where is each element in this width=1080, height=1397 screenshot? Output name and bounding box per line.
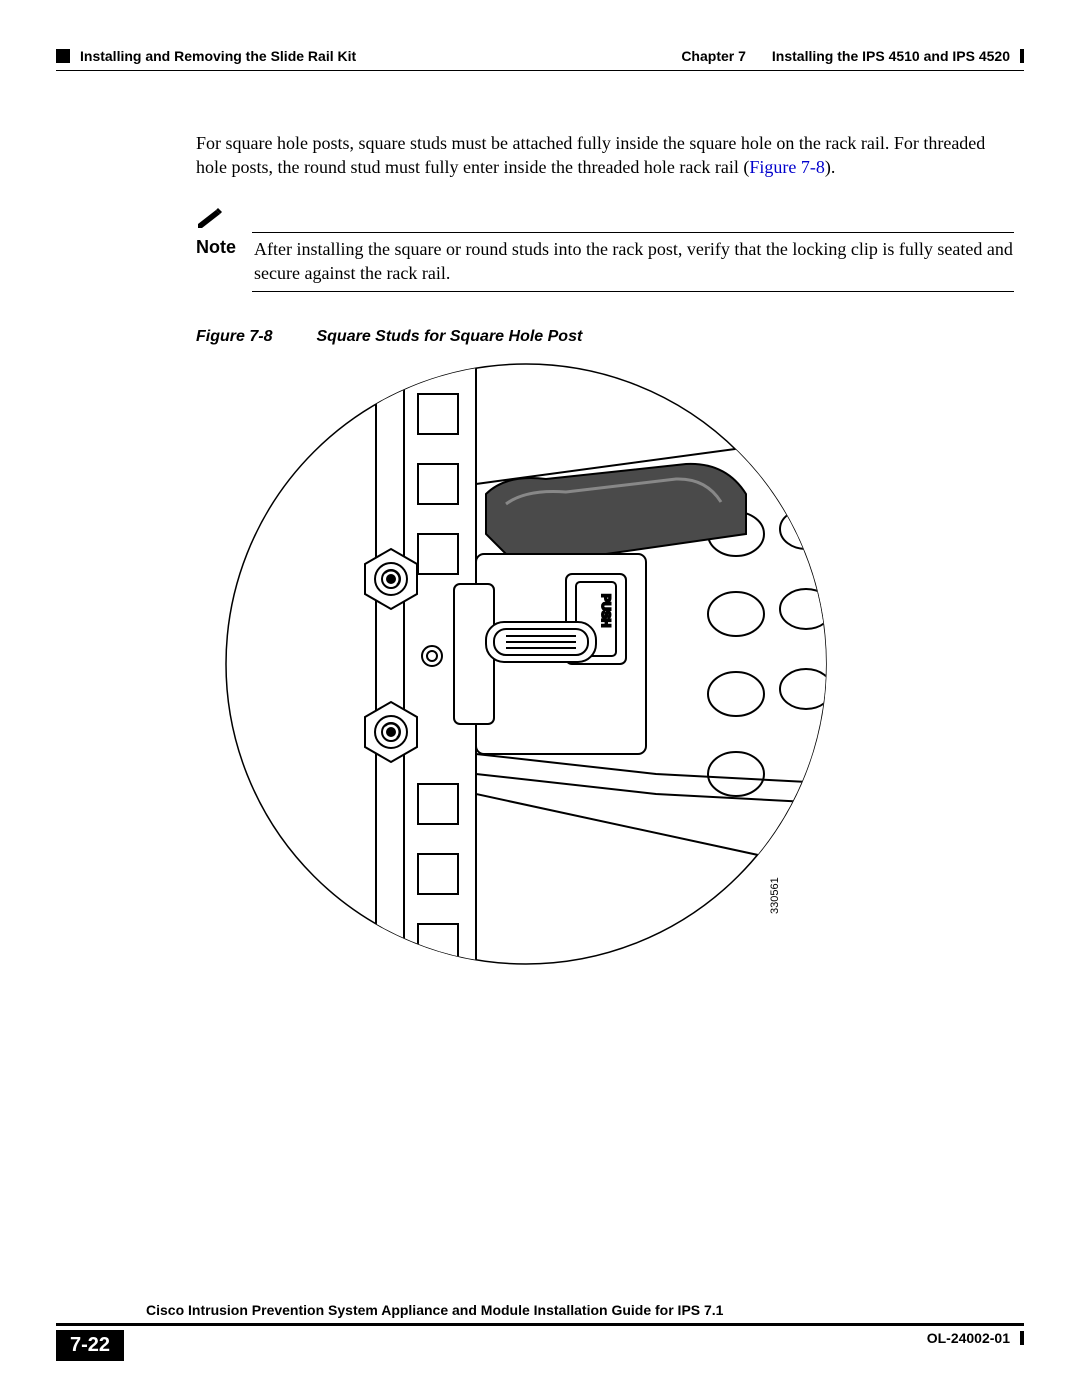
header-right: Chapter 7 Installing the IPS 4510 and IP… (681, 48, 1024, 64)
figure-number: Figure 7-8 (196, 328, 272, 345)
chapter-label: Chapter 7 (681, 48, 746, 64)
para-text-post: ). (825, 157, 836, 177)
guide-title: Cisco Intrusion Prevention System Applia… (146, 1302, 723, 1318)
note-label: Note (196, 237, 238, 286)
chapter-title: Installing the IPS 4510 and IPS 4520 (772, 48, 1010, 64)
footer-bottom: 7-22 OL-24002-01 (56, 1330, 1024, 1361)
page: Installing and Removing the Slide Rail K… (0, 0, 1080, 1397)
note-text: After installing the square or round stu… (254, 237, 1014, 286)
doc-id: OL-24002-01 (927, 1330, 1010, 1346)
note-block: Note After installing the square or roun… (196, 208, 1014, 293)
figure-illustration: PUSH (206, 354, 846, 994)
square-marker-icon (56, 49, 70, 63)
figure-caption: Figure 7-8 Square Studs for Square Hole P… (196, 328, 1014, 346)
figure-image-id: 330561 (769, 877, 781, 914)
pencil-icon (196, 208, 224, 233)
para-text-pre: For square hole posts, square studs must… (196, 133, 985, 177)
pencil-row (196, 208, 1014, 230)
footer-title-row: Cisco Intrusion Prevention System Applia… (56, 1302, 1024, 1326)
header-rule (56, 70, 1024, 71)
section-title: Installing and Removing the Slide Rail K… (80, 48, 356, 64)
header-left: Installing and Removing the Slide Rail K… (56, 48, 356, 64)
doc-id-wrap: OL-24002-01 (927, 1330, 1024, 1346)
body-paragraph: For square hole posts, square studs must… (196, 131, 1014, 180)
page-footer: Cisco Intrusion Prevention System Applia… (56, 1302, 1024, 1361)
vbar-marker-icon (1020, 1331, 1024, 1345)
note-rule-top (252, 232, 1014, 233)
page-header: Installing and Removing the Slide Rail K… (56, 48, 1024, 64)
vbar-marker-icon (1020, 49, 1024, 63)
note-rule-bottom (252, 291, 1014, 292)
figure-link[interactable]: Figure 7-8 (749, 157, 825, 177)
figure-title: Square Studs for Square Hole Post (316, 328, 582, 345)
content-area: For square hole posts, square studs must… (196, 131, 1014, 994)
note-row: Note After installing the square or roun… (196, 237, 1014, 286)
page-number: 7-22 (56, 1330, 124, 1361)
push-label: PUSH (599, 594, 613, 627)
